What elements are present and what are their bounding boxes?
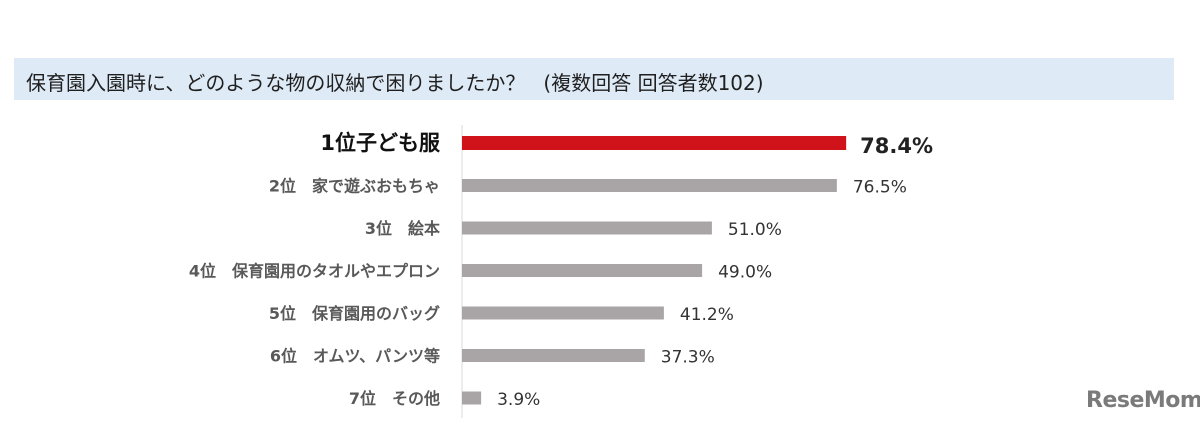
bar-7 xyxy=(462,391,482,405)
chart-title: 保育園入園時に、どのような物の収納で困りましたか？ xyxy=(26,71,526,95)
chart-title-line: 保育園入園時に、どのような物の収納で困りましたか？ (複数回答 回答者数102) xyxy=(26,67,764,96)
category-label-6: 6位 オムツ、パンツ等 xyxy=(270,347,440,366)
value-label-5: 41.2% xyxy=(680,305,734,325)
bar-6 xyxy=(462,349,645,362)
category-label-7: 7位 その他 xyxy=(349,389,440,408)
value-label-1: 78.4% xyxy=(860,134,933,158)
bar-5 xyxy=(462,306,664,320)
value-label-6: 37.3% xyxy=(661,348,715,368)
value-label-2: 76.5% xyxy=(853,178,907,198)
category-label-1: 1位子ども服 xyxy=(320,131,441,155)
title-band: 保育園入園時に、どのような物の収納で困りましたか？ (複数回答 回答者数102) xyxy=(14,58,1174,100)
chart-subtitle: (複数回答 回答者数102) xyxy=(543,71,764,95)
category-label-5: 5位 保育園用のバッグ xyxy=(269,304,440,323)
value-label-3: 51.0% xyxy=(728,220,782,240)
bar-3 xyxy=(462,221,712,235)
bar-4 xyxy=(462,264,703,277)
category-label-2: 2位 家で遊ぶおもちゃ xyxy=(269,177,440,196)
category-label-3: 3位 絵本 xyxy=(365,219,440,238)
resemom-logo: ReseMom xyxy=(1086,388,1200,413)
bar-2 xyxy=(462,179,837,192)
category-label-4: 4位 保育園用のタオルやエプロン xyxy=(189,262,440,281)
value-label-7: 3.9% xyxy=(497,390,540,410)
value-label-4: 49.0% xyxy=(718,263,772,283)
bar-1 xyxy=(462,136,847,150)
